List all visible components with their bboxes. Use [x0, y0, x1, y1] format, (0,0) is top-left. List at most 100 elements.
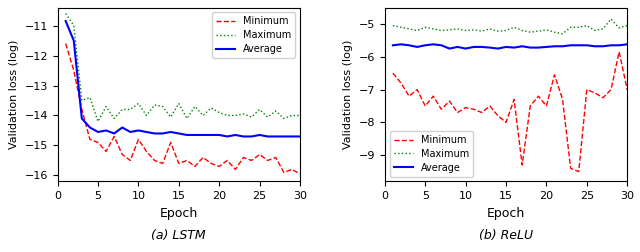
Maximum	[559, 32, 566, 35]
Minimum	[272, 156, 280, 159]
Maximum	[462, 29, 470, 32]
Minimum	[183, 159, 191, 162]
Minimum	[70, 69, 77, 72]
Average	[127, 131, 134, 134]
Maximum	[78, 99, 86, 102]
Average	[615, 44, 623, 47]
Maximum	[607, 18, 615, 21]
Maximum	[438, 29, 445, 32]
Minimum	[510, 98, 518, 101]
Text: (b) ReLU: (b) ReLU	[479, 229, 533, 242]
Maximum	[510, 26, 518, 29]
Minimum	[494, 114, 502, 117]
Line: Maximum: Maximum	[393, 19, 627, 34]
Line: Minimum: Minimum	[66, 44, 300, 174]
Line: Average: Average	[393, 44, 627, 49]
Maximum	[478, 30, 486, 33]
Maximum	[583, 24, 591, 27]
Minimum	[389, 72, 397, 75]
Maximum	[413, 29, 421, 32]
Minimum	[199, 156, 207, 159]
Minimum	[607, 88, 615, 91]
Minimum	[413, 88, 421, 91]
Minimum	[191, 165, 199, 168]
Minimum	[264, 159, 271, 162]
Average	[470, 45, 477, 48]
Minimum	[591, 91, 599, 94]
Maximum	[110, 117, 118, 120]
Average	[239, 135, 247, 138]
Average	[62, 20, 70, 23]
Maximum	[215, 111, 223, 114]
Legend: Minimum, Maximum, Average: Minimum, Maximum, Average	[212, 12, 295, 58]
Maximum	[143, 114, 150, 117]
Maximum	[389, 24, 397, 27]
Minimum	[534, 95, 542, 98]
Maximum	[264, 115, 271, 118]
Average	[607, 44, 615, 47]
Average	[583, 44, 591, 47]
Minimum	[583, 88, 591, 91]
Maximum	[118, 108, 126, 111]
Average	[191, 134, 199, 137]
Maximum	[296, 114, 304, 117]
Average	[438, 44, 445, 47]
Average	[110, 132, 118, 135]
Minimum	[288, 168, 296, 171]
Minimum	[118, 153, 126, 156]
Maximum	[575, 26, 582, 29]
Maximum	[405, 27, 413, 30]
Maximum	[183, 117, 191, 120]
Y-axis label: Validation loss (log): Validation loss (log)	[343, 40, 353, 149]
Average	[478, 45, 486, 48]
Average	[397, 43, 405, 46]
Average	[280, 135, 287, 138]
Minimum	[429, 95, 437, 98]
Maximum	[397, 26, 405, 29]
Minimum	[470, 108, 477, 111]
Maximum	[470, 28, 477, 32]
Minimum	[78, 108, 86, 111]
Minimum	[575, 170, 582, 173]
Maximum	[70, 24, 77, 27]
Average	[272, 135, 280, 138]
Maximum	[62, 12, 70, 15]
Maximum	[150, 104, 158, 107]
Maximum	[623, 24, 631, 27]
Average	[599, 45, 607, 48]
Minimum	[502, 121, 510, 124]
Average	[232, 134, 239, 137]
Minimum	[518, 164, 526, 167]
Average	[575, 44, 582, 47]
Maximum	[421, 26, 429, 29]
Maximum	[159, 105, 166, 108]
Minimum	[462, 106, 470, 109]
Minimum	[150, 159, 158, 162]
Average	[550, 45, 558, 48]
Minimum	[86, 138, 93, 141]
Maximum	[86, 96, 93, 99]
Minimum	[215, 165, 223, 168]
Minimum	[62, 42, 70, 45]
Average	[167, 131, 175, 134]
Maximum	[175, 102, 182, 105]
Maximum	[445, 28, 453, 32]
Minimum	[207, 162, 215, 165]
Minimum	[405, 95, 413, 98]
Maximum	[134, 102, 142, 105]
Maximum	[207, 107, 215, 110]
Minimum	[559, 98, 566, 101]
Average	[288, 135, 296, 138]
Minimum	[143, 150, 150, 153]
Minimum	[599, 96, 607, 99]
Minimum	[623, 88, 631, 91]
Average	[94, 131, 102, 134]
Average	[518, 45, 526, 48]
Maximum	[615, 26, 623, 29]
Text: (a) LSTM: (a) LSTM	[152, 229, 206, 242]
Maximum	[534, 30, 542, 33]
Minimum	[615, 50, 623, 53]
Average	[413, 45, 421, 48]
Maximum	[102, 105, 110, 108]
Minimum	[445, 100, 453, 103]
